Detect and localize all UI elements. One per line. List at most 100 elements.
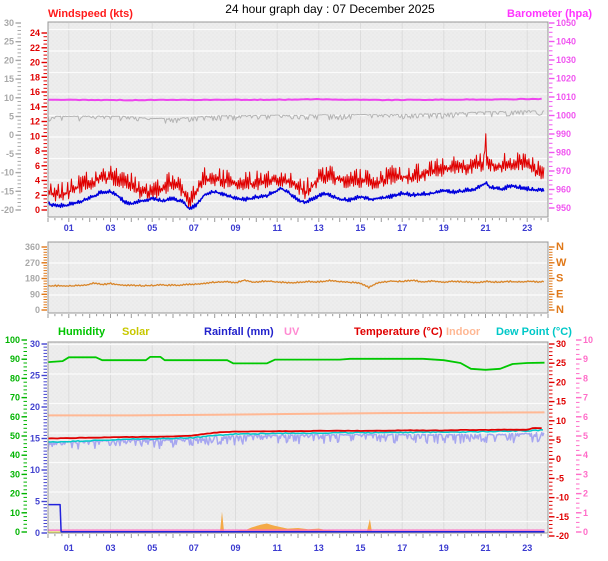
hour-tick-label: 19 bbox=[439, 223, 449, 233]
humidity-axis-label: 60 bbox=[10, 412, 20, 422]
windspeed-axis-label: 12 bbox=[30, 117, 40, 127]
temperature-axis-label: 0 bbox=[556, 454, 561, 464]
temp-gray-axis-label: 20 bbox=[4, 55, 14, 65]
uv-axis-label: 3 bbox=[583, 469, 588, 479]
barometer-axis-label: 970 bbox=[556, 166, 571, 176]
temp-gray-axis-label: 10 bbox=[4, 93, 14, 103]
humidity-axis-label: 70 bbox=[10, 393, 20, 403]
hour-tick-label: 01 bbox=[64, 223, 74, 233]
humidity-axis-label: 90 bbox=[10, 354, 20, 364]
panel-0: 01 03 05 07 09 11 13 15 17 19 21 23302520151050-5-1… bbox=[1, 18, 576, 233]
windspeed-axis-label: 8 bbox=[35, 146, 40, 156]
barometer-axis-label: 990 bbox=[556, 129, 571, 139]
direction-degrees-axis-label: 90 bbox=[30, 289, 40, 299]
series-barometer bbox=[48, 97, 542, 102]
hour-tick-label: 15 bbox=[355, 543, 365, 553]
panel-2: 01 03 05 07 09 11 13 15 17 19 21 231009080706050403… bbox=[5, 335, 593, 553]
direction-compass-axis-label: N bbox=[556, 304, 564, 316]
temperature-axis-label: -20 bbox=[556, 531, 569, 541]
hour-tick-label: 03 bbox=[105, 223, 115, 233]
series-dew-point bbox=[47, 429, 544, 443]
rainfall-axis-label: 10 bbox=[30, 465, 40, 475]
hour-tick-label: 17 bbox=[397, 543, 407, 553]
direction-degrees-axis-label: 180 bbox=[25, 274, 40, 284]
direction-compass-axis-label: S bbox=[556, 273, 563, 285]
hour-tick-label: 13 bbox=[314, 223, 324, 233]
hour-tick-label: 09 bbox=[230, 543, 240, 553]
direction-compass-axis-label: E bbox=[556, 288, 563, 300]
uv-axis-label: 5 bbox=[583, 431, 588, 441]
series-wind-direction bbox=[47, 279, 545, 289]
barometer-axis-label: 1040 bbox=[556, 37, 576, 47]
hour-tick-label: 09 bbox=[230, 223, 240, 233]
hour-tick-label: 15 bbox=[355, 223, 365, 233]
series-indoor-temperature bbox=[48, 411, 545, 417]
legend-item-solar: Solar bbox=[122, 326, 150, 338]
windspeed-axis-label: 22 bbox=[30, 43, 40, 53]
windspeed-axis-label: 18 bbox=[30, 72, 40, 82]
barometer-axis-label: 960 bbox=[556, 185, 571, 195]
windspeed-axis-label: 10 bbox=[30, 131, 40, 141]
rainfall-axis-label: 20 bbox=[30, 402, 40, 412]
barometer-axis-label: 1020 bbox=[556, 74, 576, 84]
windspeed-axis-label: 2 bbox=[35, 190, 40, 200]
temperature-axis-label: 5 bbox=[556, 435, 561, 445]
uv-axis-label: 8 bbox=[583, 373, 588, 383]
temp-gray-axis-label: 5 bbox=[9, 112, 14, 122]
uv-axis-label: 7 bbox=[583, 393, 588, 403]
series-solar bbox=[48, 511, 545, 533]
temp-gray-axis-label: 0 bbox=[9, 130, 14, 140]
series-wind-chill bbox=[47, 431, 545, 451]
series-temperature-trace-gray bbox=[47, 110, 545, 124]
uv-axis-label: 4 bbox=[583, 450, 588, 460]
series-wind-average bbox=[47, 181, 545, 211]
humidity-axis-label: 50 bbox=[10, 431, 20, 441]
temperature-axis-label: 10 bbox=[556, 416, 566, 426]
hour-tick-label: 21 bbox=[480, 543, 490, 553]
hour-tick-label: 13 bbox=[314, 543, 324, 553]
barometer-axis-label: 1010 bbox=[556, 92, 576, 102]
legend-item-uv: UV bbox=[284, 326, 300, 338]
uv-axis-label: 6 bbox=[583, 412, 588, 422]
humidity-axis-label: 100 bbox=[5, 335, 20, 345]
humidity-axis-label: 10 bbox=[10, 508, 20, 518]
hour-tick-label: 05 bbox=[147, 223, 157, 233]
hour-tick-label: 23 bbox=[522, 223, 532, 233]
barometer-axis-label: 950 bbox=[556, 203, 571, 213]
barometer-axis-label: 1000 bbox=[556, 111, 576, 121]
series-rainfall bbox=[48, 503, 545, 533]
series-humidity bbox=[47, 355, 545, 371]
legend-item-rainfall-mm: Rainfall (mm) bbox=[204, 326, 274, 338]
uv-axis-label: 10 bbox=[583, 335, 593, 345]
windspeed-axis-label: 0 bbox=[35, 205, 40, 215]
legend-item-humidity: Humidity bbox=[58, 326, 106, 338]
humidity-axis-label: 30 bbox=[10, 469, 20, 479]
rainfall-axis-label: 15 bbox=[30, 434, 40, 444]
windspeed-axis-label: 24 bbox=[30, 28, 40, 38]
direction-compass-axis-label: N bbox=[556, 241, 564, 253]
temperature-axis-label: -15 bbox=[556, 512, 569, 522]
windspeed-axis-label: 20 bbox=[30, 58, 40, 68]
temp-gray-axis-label: -5 bbox=[6, 149, 14, 159]
temp-gray-axis-label: -20 bbox=[1, 205, 14, 215]
windspeed-axis-label: 16 bbox=[30, 87, 40, 97]
legend-item-indoor: Indoor bbox=[446, 326, 481, 338]
windspeed-axis-title: Windspeed (kts) bbox=[48, 8, 133, 20]
temperature-axis-label: 15 bbox=[556, 397, 566, 407]
windspeed-axis-label: 6 bbox=[35, 161, 40, 171]
rainfall-axis-label: 0 bbox=[35, 528, 40, 538]
hour-tick-label: 17 bbox=[397, 223, 407, 233]
temperature-axis-label: 30 bbox=[556, 339, 566, 349]
hour-tick-label: 03 bbox=[105, 543, 115, 553]
direction-degrees-axis-label: 0 bbox=[35, 305, 40, 315]
direction-degrees-axis-label: 360 bbox=[25, 242, 40, 252]
rainfall-axis-label: 30 bbox=[30, 339, 40, 349]
uv-axis-label: 0 bbox=[583, 527, 588, 537]
uv-axis-label: 1 bbox=[583, 508, 588, 518]
temp-gray-axis-label: -10 bbox=[1, 168, 14, 178]
hour-tick-label: 05 bbox=[147, 543, 157, 553]
temp-gray-axis-label: 15 bbox=[4, 74, 14, 84]
